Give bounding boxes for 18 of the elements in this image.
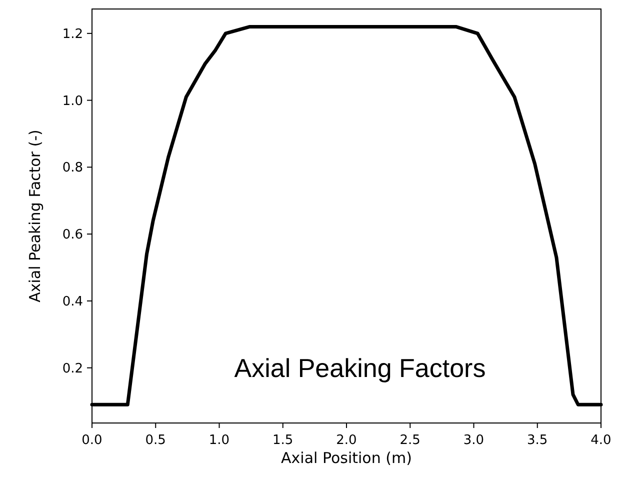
x-tick-label: 1.0 [208,433,230,448]
x-tick-label: 0.5 [145,433,166,448]
x-tick-label: 2.0 [336,433,357,448]
x-tick-label: 3.0 [463,433,484,448]
x-tick-label: 4.0 [590,433,612,448]
annotation: Axial Peaking Factors [234,353,486,383]
y-tick-label: 0.6 [62,228,83,243]
y-tick-label: 1.2 [62,26,83,42]
x-axis-title: Axial Position (m) [281,449,412,467]
x-tick-label: 3.5 [527,433,548,448]
y-tick-label: 0.4 [62,294,83,310]
y-tick-label: 0.8 [62,160,83,176]
y-tick-label: 1.0 [62,94,83,109]
x-tick-label: 2.5 [400,433,420,448]
x-tick-label: 1.5 [272,433,294,448]
x-tick-label: 0.0 [82,433,102,448]
y-axis-title: Axial Peaking Factor (-) [26,130,44,302]
y-tick-label: 0.2 [62,361,83,376]
